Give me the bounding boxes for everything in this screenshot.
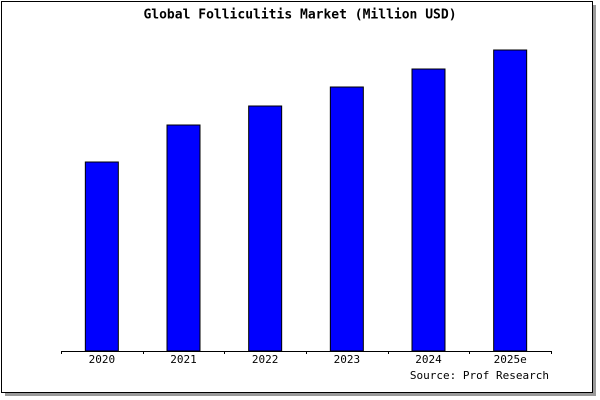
x-tick-label: 2021 (170, 353, 197, 366)
source-note: Source: Prof Research (410, 369, 549, 382)
bar (166, 124, 201, 352)
bar (411, 68, 446, 352)
bar (493, 49, 528, 352)
x-tick-label: 2025e (494, 353, 527, 366)
x-tick-label: 2022 (252, 353, 279, 366)
x-tick-label: 2024 (415, 353, 442, 366)
plot-area (61, 48, 551, 351)
bar (329, 86, 364, 352)
bar (84, 161, 119, 352)
bar (248, 105, 283, 352)
x-tick-label: 2020 (89, 353, 116, 366)
chart-title: Global Folliculitis Market (Million USD) (143, 8, 456, 23)
x-tick-label: 2023 (334, 353, 361, 366)
